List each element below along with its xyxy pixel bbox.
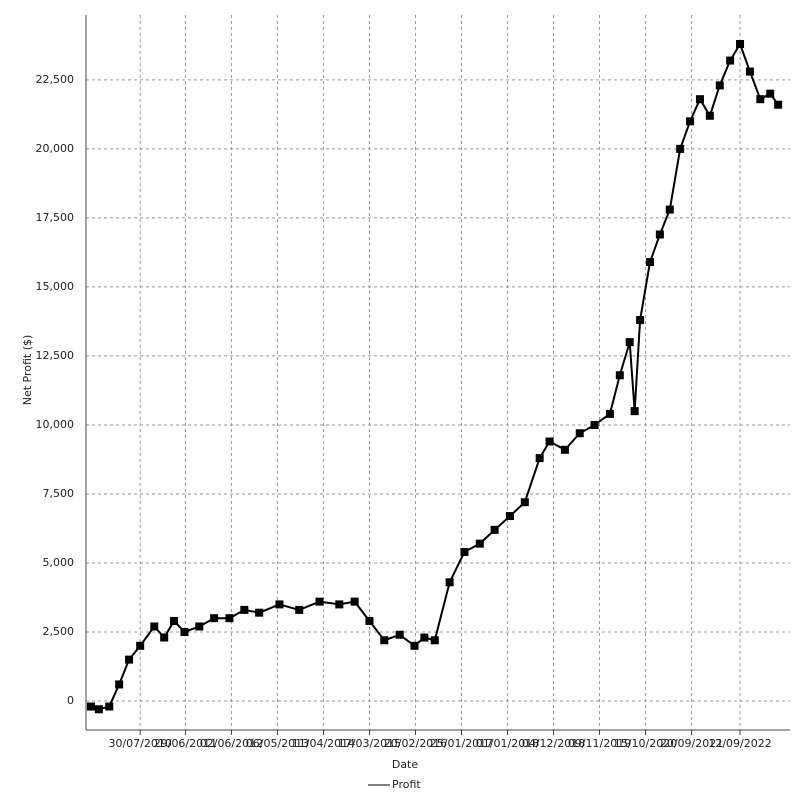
point (315, 597, 324, 606)
point (726, 56, 735, 65)
x-axis-label: Date (392, 758, 419, 771)
point (195, 622, 204, 631)
point (335, 600, 344, 609)
point (255, 608, 264, 617)
point (460, 547, 469, 556)
point (686, 117, 695, 126)
x-tick-label: 01/01/2018 (476, 737, 539, 750)
y-tick-label: 0 (67, 694, 74, 707)
point (365, 616, 374, 625)
point (665, 205, 674, 214)
point (86, 702, 95, 711)
point (756, 95, 765, 104)
point (560, 445, 569, 454)
y-tick-label: 12,500 (36, 349, 75, 362)
point (410, 641, 419, 650)
y-tick-label: 22,500 (36, 73, 75, 86)
point (736, 39, 745, 48)
point (636, 316, 645, 325)
y-tick-label: 20,000 (36, 142, 75, 155)
x-tick-label: 17/03/2015 (338, 737, 401, 750)
point (225, 614, 234, 623)
point (705, 111, 714, 120)
point (505, 512, 514, 521)
point (630, 407, 639, 416)
x-tick-label: 29/06/2011 (154, 737, 217, 750)
y-axis-label: Net Profit ($) (21, 335, 34, 406)
point (150, 622, 159, 631)
point (170, 616, 179, 625)
point (745, 67, 754, 76)
point (180, 627, 189, 636)
point (605, 409, 614, 418)
x-tick-label: 20/09/2021 (660, 737, 723, 750)
x-tick-label: 11/04/2014 (292, 737, 355, 750)
point (590, 420, 599, 429)
point (160, 633, 169, 642)
point (445, 578, 454, 587)
series-line (90, 41, 779, 711)
point (210, 614, 219, 623)
point (105, 702, 114, 711)
x-tick-label: 09/11/2019 (568, 737, 631, 750)
x-tick-label: 25/01/2017 (430, 737, 493, 750)
legend-label: Profit (392, 778, 421, 791)
point (115, 680, 124, 689)
point (136, 641, 145, 650)
point (475, 539, 484, 548)
x-tick-label: 15/10/2020 (614, 737, 677, 750)
point (94, 705, 103, 714)
point (430, 636, 439, 645)
point (715, 81, 724, 90)
y-tick-label: 17,500 (36, 211, 75, 224)
x-tick-label: 04/12/2018 (522, 737, 585, 750)
point (645, 258, 654, 267)
y-tick-label: 7,500 (43, 487, 75, 500)
point (695, 95, 704, 104)
x-tick-label: 06/05/2013 (246, 737, 309, 750)
point (774, 100, 783, 109)
point (380, 636, 389, 645)
y-tick-label: 2,500 (43, 625, 75, 638)
point (295, 605, 304, 614)
point (766, 89, 775, 98)
point (125, 655, 134, 664)
point (655, 230, 664, 239)
point (545, 437, 554, 446)
x-tick-label: 02/06/2012 (200, 737, 263, 750)
y-tick-label: 15,000 (36, 280, 75, 293)
x-tick-label: 20/02/2016 (384, 737, 447, 750)
point (420, 633, 429, 642)
x-tick-label: 30/07/2010 (108, 737, 171, 750)
point (275, 600, 284, 609)
point (490, 525, 499, 534)
y-tick-label: 10,000 (36, 418, 75, 431)
point (535, 454, 544, 463)
point (625, 338, 634, 347)
y-tick-label: 5,000 (43, 556, 75, 569)
point (240, 605, 249, 614)
point (575, 429, 584, 438)
point (520, 498, 529, 507)
x-tick-label: 12/09/2022 (708, 737, 771, 750)
point (350, 597, 359, 606)
point (395, 630, 404, 639)
point (676, 144, 685, 153)
point (615, 371, 624, 380)
